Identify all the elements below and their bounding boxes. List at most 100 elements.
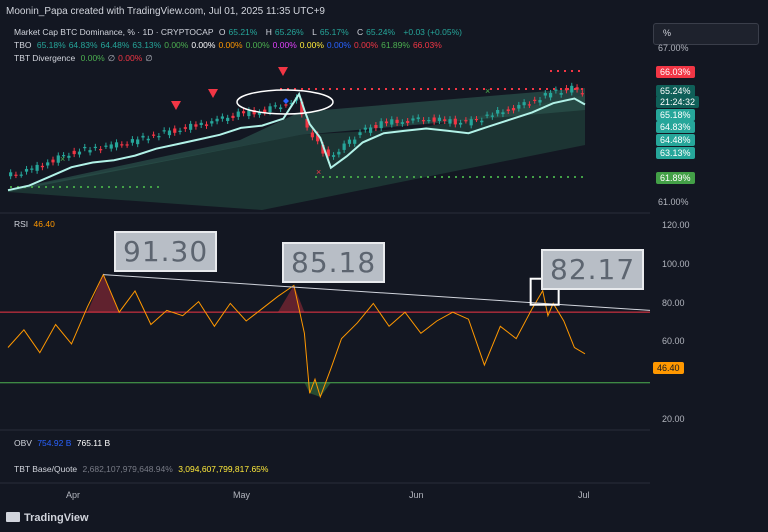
candle-body: [464, 120, 468, 122]
candle-body: [369, 127, 373, 133]
candle-body: [136, 139, 140, 145]
tbo-label[interactable]: TBO: [14, 40, 32, 50]
time-label-jul: Jul: [578, 490, 590, 500]
price-tick-bottom: 61.00%: [658, 197, 689, 207]
tv-logo-icon: [6, 512, 20, 522]
candle-body: [61, 155, 66, 157]
candle-body: [210, 121, 214, 124]
divergence-label[interactable]: TBT Divergence: [14, 53, 76, 63]
tbo-value: 65.18%: [36, 40, 66, 50]
price-tick-top: 67.00%: [658, 43, 689, 53]
candle-body: [157, 136, 161, 138]
rsi-overbought-fill: [87, 274, 120, 313]
tbo-legend[interactable]: TBO 65.18% 64.83% 64.48% 63.13% 0.00% 0.00% 0.…: [14, 40, 448, 50]
obv-value-2: 765.11 B: [76, 438, 111, 448]
candle-body: [310, 132, 314, 138]
candle-body: [400, 122, 404, 124]
divergence-value: ∅: [107, 53, 116, 63]
high-label: H 65.26%: [265, 27, 304, 37]
tbo-values: 65.18% 64.83% 64.48% 63.13% 0.00% 0.00% 0.00% 0…: [37, 40, 445, 50]
candle-body: [543, 93, 547, 96]
tbo-band-outer: [8, 95, 585, 210]
divergence-diamond: [283, 98, 289, 104]
candle-body: [231, 115, 235, 118]
rsi-peak-callout-3: 82.17: [541, 249, 645, 290]
candle-body: [437, 117, 442, 122]
tbo-value: 0.00%: [326, 40, 351, 50]
candle-body: [416, 117, 420, 120]
candle-body: [151, 134, 156, 136]
candle-body: [289, 103, 293, 105]
candle-body: [273, 105, 277, 107]
close-label: C 65.24%: [357, 27, 396, 37]
symbol-label[interactable]: Market Cap BTC Dominance, % · 1D · CRYPT…: [14, 27, 214, 37]
tbo-value: 0.00%: [245, 40, 270, 50]
candle-body: [93, 146, 97, 149]
rsi-legend[interactable]: RSI 46.40: [14, 219, 58, 229]
price-tag: 65.18%: [656, 109, 695, 121]
rsi-label[interactable]: RSI: [14, 219, 29, 229]
tv-logo-text: TradingView: [24, 512, 89, 524]
candle-body: [374, 125, 378, 129]
candle-body: [448, 119, 452, 124]
candle-body: [263, 109, 267, 113]
tbt-legend[interactable]: TBT Base/Quote 2,682,107,979,648.94% 3,0…: [14, 464, 271, 474]
tbt-label[interactable]: TBT Base/Quote: [14, 464, 78, 474]
candle-body: [353, 139, 357, 144]
tbt-value-2: 3,094,607,799,817.65%: [178, 464, 269, 474]
tbo-value: 64.48%: [100, 40, 130, 50]
candle-body: [109, 144, 113, 149]
tbo-value: 0.00%: [191, 40, 216, 50]
candle-body: [83, 146, 87, 149]
candle-body: [501, 112, 505, 115]
rsi-tick-label: 100.00: [662, 259, 690, 269]
divergence-legend[interactable]: TBT Divergence 0.00% ∅ 0.00% ∅: [14, 53, 159, 64]
candle-body: [257, 112, 262, 115]
candle-body: [279, 107, 283, 110]
rsi-tick-label: 80.00: [662, 298, 685, 308]
sell-cross-marker: ×: [316, 167, 321, 177]
highlight-ellipse: [236, 89, 334, 115]
candle-body: [453, 118, 457, 125]
rsi-tick-label: 20.00: [662, 414, 685, 424]
candle-body: [14, 174, 18, 176]
time-label-apr: Apr: [66, 490, 81, 500]
candle-body: [432, 117, 436, 122]
candle-body: [538, 100, 542, 103]
candle-body: [522, 102, 526, 106]
candle-body: [459, 122, 463, 125]
candle-body: [474, 118, 479, 121]
tradingview-logo[interactable]: TradingView: [6, 512, 89, 524]
sell-signal-triangle: [278, 67, 288, 76]
candle-body: [411, 118, 415, 121]
rsi-tick-label: 120.00: [662, 220, 690, 230]
candle-body: [114, 142, 119, 148]
tbo-value: 63.13%: [132, 40, 162, 50]
chart-header: Moonin_Papa created with TradingView.com…: [6, 6, 325, 17]
price-tag: 61.89%: [656, 172, 695, 184]
rsi-tick-label: 60.00: [662, 336, 685, 346]
candle-body: [24, 168, 29, 172]
candle-body: [178, 130, 182, 132]
candle-body: [570, 85, 574, 93]
candle-body: [194, 124, 198, 127]
candle-body: [316, 134, 320, 142]
main-legend[interactable]: Market Cap BTC Dominance, % · 1D · CRYPT…: [14, 27, 465, 37]
low-label: L 65.17%: [312, 27, 349, 37]
candle-body: [517, 104, 521, 109]
candle-body: [554, 89, 558, 91]
candle-body: [67, 155, 71, 158]
candle-body: [247, 110, 251, 117]
obv-label[interactable]: OBV: [14, 438, 32, 448]
candle-body: [215, 118, 219, 122]
unit-toggle-button[interactable]: %: [653, 23, 759, 45]
obv-legend[interactable]: OBV 754.92 B 765.11 B: [14, 438, 113, 448]
rsi-line: [7, 273, 586, 399]
candle-body: [390, 119, 394, 125]
candle-body: [331, 155, 336, 157]
candle-body: [347, 139, 352, 144]
candle-body: [46, 162, 50, 166]
candle-body: [427, 120, 431, 122]
candle-body: [252, 110, 256, 115]
